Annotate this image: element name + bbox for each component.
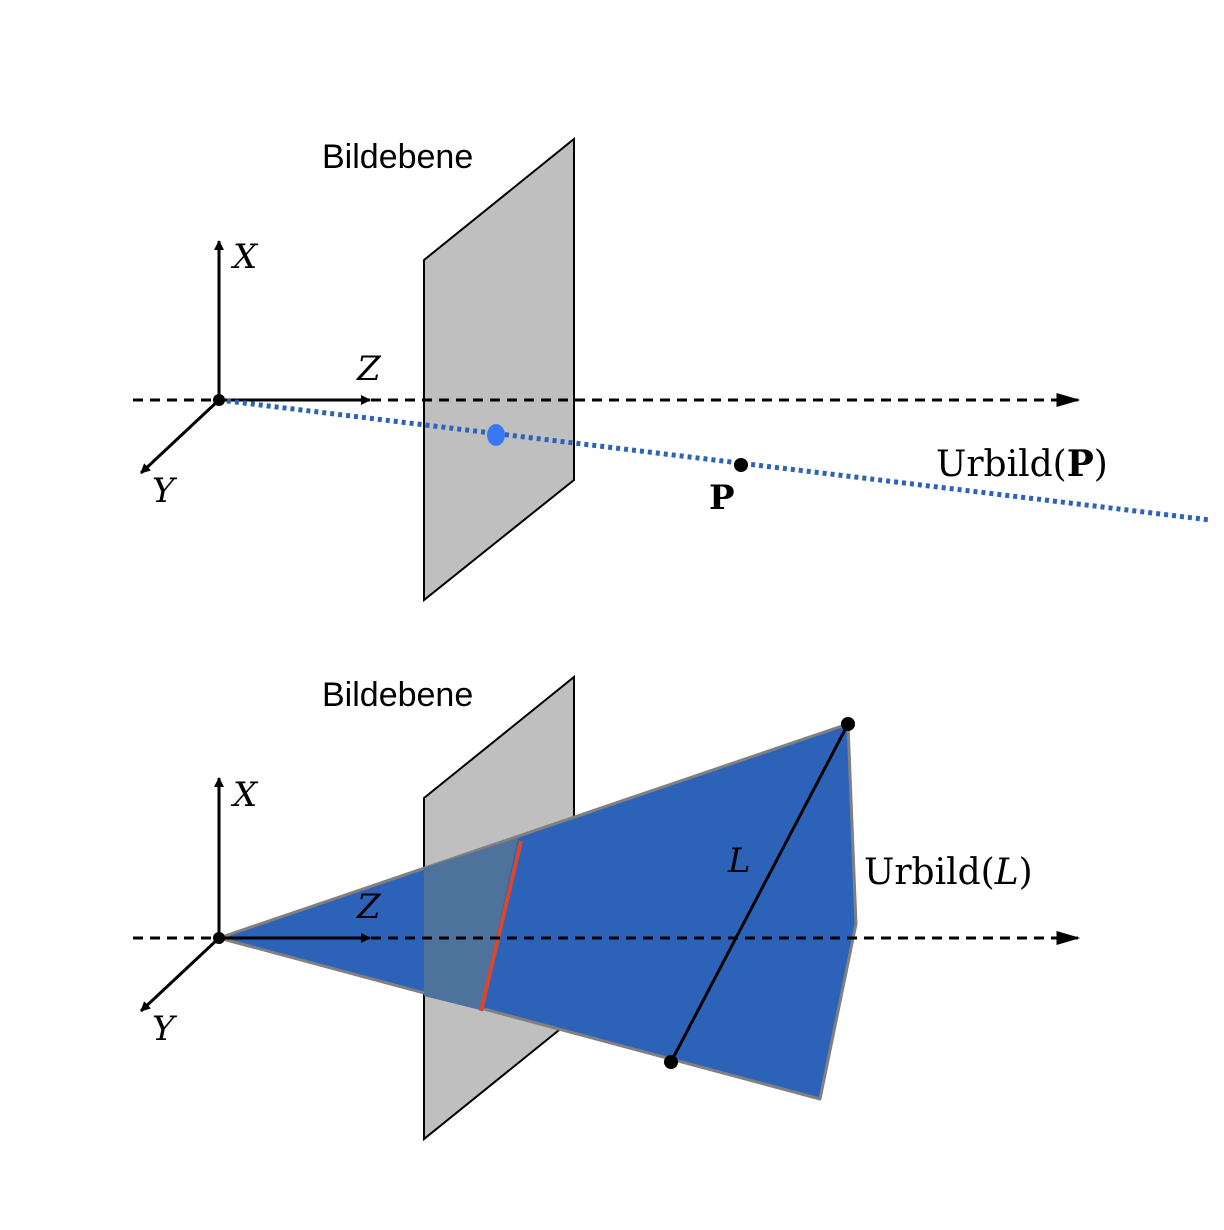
top-axis-y-label: Y [152,471,178,511]
bottom-y-axis [139,936,221,1013]
bottom-origin-point [213,932,225,944]
bottom-plane-cone-overlap [424,838,518,1010]
bottom-line-l-label: L [727,841,751,881]
bottom-preimage-label: Urbild(L) [864,852,1033,893]
top-viewing-ray [218,397,1211,523]
top-preimage-prefix: Urbild( [936,444,1067,485]
bottom-axis-y-label: Y [152,1009,178,1049]
bottom-plane-label: Bildebene [322,676,473,714]
top-y-axis [139,398,221,475]
top-image-plane [423,136,575,603]
top-point-p [734,458,748,472]
bottom-axis-z-label: Z [356,887,382,927]
top-preimage-label: Urbild(P) [936,443,1108,485]
top-axis-z-label: Z [356,349,382,389]
bottom-line-l-endpoint-bottom [664,1055,678,1069]
top-preimage-suffix: ) [1094,444,1108,485]
bottom-preimage-suffix: ) [1019,852,1033,893]
top-projected-point [487,424,505,446]
bottom-axis-x-label: X [230,775,259,815]
bottom-preimage-arg: L [994,852,1019,893]
bottom-preimage-prefix: Urbild( [864,852,995,893]
top-point-p-label: P [709,478,735,518]
top-preimage-arg: P [1067,443,1094,485]
top-diagram: Bildebene X Z Y P Urbild(P) [133,136,1211,603]
bottom-projected-line [479,840,523,1012]
bottom-line-l-endpoint-top [841,717,855,731]
top-origin-point [213,394,225,406]
bottom-line-l [669,723,850,1063]
bottom-diagram: Bildebene X Z Y L Urbild(L) [133,674,1081,1142]
top-plane-label: Bildebene [322,138,473,176]
bottom-preimage-cone [217,722,858,1101]
top-axis-x-label: X [230,237,259,277]
